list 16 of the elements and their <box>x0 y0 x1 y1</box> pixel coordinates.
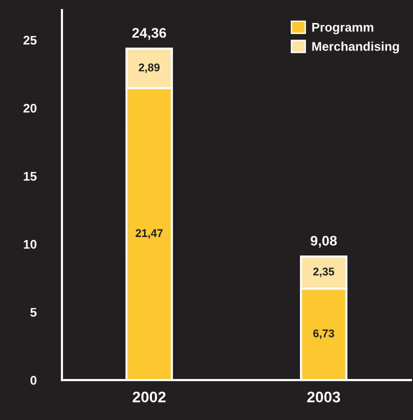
total-label: 24,36 <box>132 28 166 40</box>
y-tick-label: 0 <box>30 376 36 385</box>
total-label: 9,08 <box>310 236 337 248</box>
data-label: 6,73 <box>313 329 334 339</box>
y-tick-label: 25 <box>23 36 37 45</box>
data-label: 2,35 <box>313 268 334 278</box>
data-label: 21,47 <box>136 229 163 239</box>
y-tick-label: 20 <box>23 104 36 113</box>
data-label: 2,89 <box>138 63 160 73</box>
y-tick-label: 5 <box>30 308 37 317</box>
y-tick-label: 10 <box>24 240 36 249</box>
y-tick-label: 15 <box>24 172 37 181</box>
legend-label: Programm <box>312 22 374 34</box>
x-tick-label: 2002 <box>132 392 166 402</box>
legend-label: Merchandising <box>312 42 399 54</box>
x-tick-label: 2003 <box>307 392 340 402</box>
